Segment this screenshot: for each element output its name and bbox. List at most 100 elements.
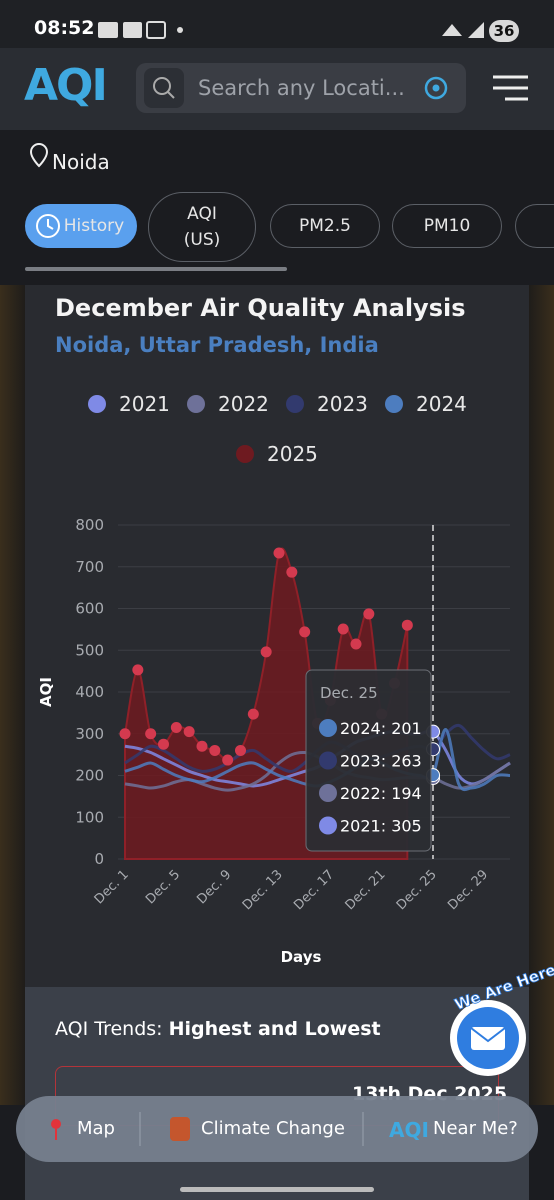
bottom-nav [16,1096,538,1162]
home-indicator [180,1187,374,1192]
locate-icon [432,84,440,92]
x-axis-label: Days [281,948,322,966]
point [363,608,375,620]
status-bar [0,0,554,48]
history-icon [47,219,54,230]
tab[interactable]: PM10 [392,204,502,248]
x-tick-label: Dec. 5 [143,867,183,907]
x-tick-label: Dec. 21 [343,867,389,913]
menu-icon[interactable] [493,75,528,101]
point [145,728,157,740]
signal-icon [468,22,484,38]
climate-icon [170,1117,190,1141]
scrollbar [25,267,287,271]
trends-section [25,987,529,1200]
point [170,721,182,733]
notification-icon [98,22,118,38]
tab[interactable]: History [25,204,137,248]
legend-marker [88,395,106,413]
y-tick-label: 0 [94,850,104,868]
status-time: 08:52 [34,17,95,39]
y-tick-label: 400 [75,683,104,701]
legend-marker [286,395,304,413]
location[interactable]: Noida [52,150,110,174]
point [273,547,285,559]
legend-label: 2021 [119,392,170,416]
x-tick-label: Dec. 17 [291,867,337,913]
legend-label: 2023 [317,392,368,416]
history-icon [36,214,60,238]
mail-icon [471,1027,505,1050]
y-tick-label: 100 [75,808,104,826]
trends-title: AQI Trends: Highest and Lowest [55,1018,381,1040]
trends-label: AQI Trends: [55,1018,163,1040]
legend-label: 2024 [416,392,467,416]
search-icon[interactable] [153,77,171,95]
x-tick-label: Dec. 1 [92,867,132,907]
logo[interactable]: AQI [24,60,108,111]
point [196,740,208,752]
chart-subtitle: Noida, Uttar Pradesh, India [55,333,379,357]
tooltip-marker [319,816,337,835]
dot [177,27,183,33]
plot: 0 100 200 300 400 500 600 700 800 Dec. 1 Dec. 5 Dec… [37,392,511,966]
tab[interactable]: PM2.5 [270,204,380,248]
search-icon-bg [144,68,184,108]
wifi-icon [442,24,462,36]
nav-item[interactable]: Climate Change [201,1118,345,1139]
y-tick-label: 700 [75,558,104,576]
x-tick-label: Dec. 29 [445,867,491,913]
legend-label: 2025 [267,442,318,466]
tooltip-line: 2023: 263 [340,752,422,771]
x-tick-label: Dec. 13 [240,867,286,913]
search-icon [167,91,175,99]
y-tick-label: 800 [75,516,104,534]
search-box[interactable] [136,63,466,113]
point [401,619,413,631]
legend-marker [236,445,254,463]
point [337,623,349,635]
point [158,738,169,750]
battery: 36 [489,20,519,42]
point [299,626,311,638]
point [183,726,195,738]
tooltip-line: 2021: 305 [340,817,422,836]
y-tick-label: 300 [75,725,104,743]
point [286,566,298,578]
nav-item[interactable]: Near Me? [433,1118,518,1139]
trends-emphasis: Highest and Lowest [168,1018,381,1040]
tooltip-marker [319,784,337,802]
point [132,664,144,676]
tooltip-title: Dec. 25 [320,684,378,702]
nav-item[interactable]: Map [77,1118,115,1139]
point [260,646,272,658]
mail-icon [470,1027,506,1043]
point [119,728,131,740]
near-me-icon: AQI [389,1118,429,1142]
y-tick-label: 200 [75,767,104,785]
point [350,638,362,650]
notification-icon [123,22,142,38]
tooltip-line: 2022: 194 [340,784,422,803]
tab[interactable]: AQI (US) [148,192,256,262]
point [235,744,246,756]
search-placeholder[interactable]: Search any Locati... [198,76,405,100]
location-icon [29,143,49,168]
notification-icon [146,21,166,39]
legend-marker [187,395,205,413]
point [222,754,234,766]
x-tick-label: Dec. 9 [194,867,234,907]
legend-marker [385,395,403,413]
y-tick-label: 600 [75,600,104,618]
tooltip-marker [319,719,337,737]
tooltip [305,669,432,852]
tab[interactable] [515,204,554,248]
y-axis-label: AQI [37,677,55,707]
y-tick-label: 500 [75,641,104,659]
tooltip-line: 2024: 201 [340,719,422,738]
map-icon [51,1119,61,1129]
locate-icon[interactable] [424,76,448,100]
legend-label: 2022 [218,392,269,416]
